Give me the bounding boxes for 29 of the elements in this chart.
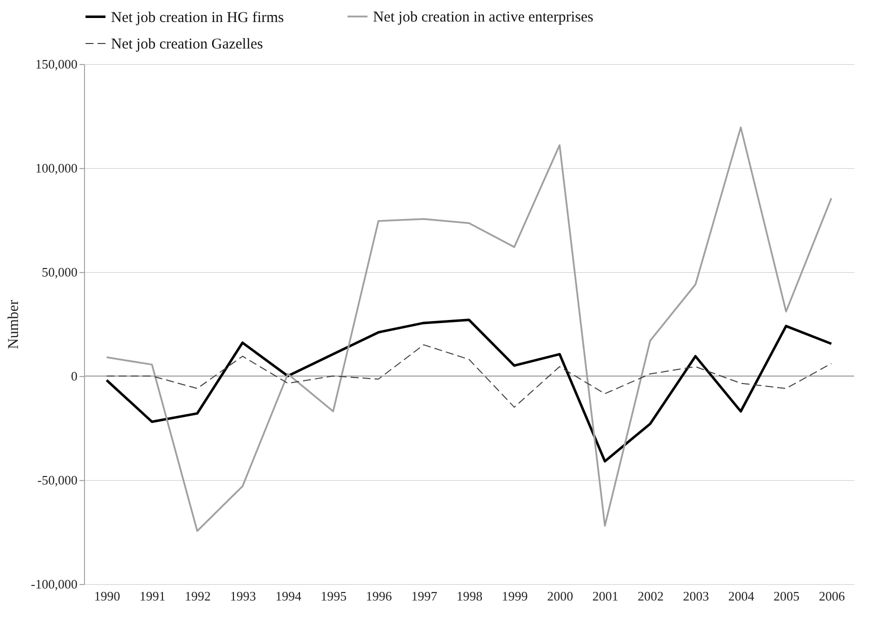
line-series [106,344,832,408]
x-tick-label: 1997 [411,588,438,604]
line-series [105,318,833,463]
y-tick-label: 100,000 [35,160,78,176]
x-tick-label: 1992 [184,588,211,604]
x-tick-label: 2004 [728,588,755,604]
y-tick-label: -100,000 [30,576,78,592]
y-axis-title: Number [6,300,22,350]
x-tick-label: 1996 [366,588,392,604]
y-tick-label: 0 [71,368,78,384]
y-tick-label: -50,000 [37,472,78,488]
x-tick-label: 1990 [94,588,120,604]
x-tick-label: 1995 [320,588,347,604]
x-tick-label: 2003 [682,588,709,604]
x-tick-label: 1993 [230,588,256,604]
x-tick-label: 1991 [139,588,166,604]
x-tick-label: 2002 [638,588,664,604]
y-tick-label: 150,000 [35,56,78,72]
x-tick-label: 2006 [818,588,846,604]
legend-label: Net job creation in HG firms [111,10,284,26]
x-tick-label: 1998 [456,588,482,604]
y-tick-label: 50,000 [42,264,78,280]
x-tick-label: 2001 [592,588,618,604]
legend-label: Net job creation Gazelles [111,36,264,52]
legend-label: Net job creation in active enterprises [373,10,594,26]
x-tick-label: 2000 [547,588,574,604]
x-tick-label: 2005 [774,588,800,604]
x-tick-label: 1994 [275,588,302,604]
x-tick-label: 1999 [502,588,528,604]
